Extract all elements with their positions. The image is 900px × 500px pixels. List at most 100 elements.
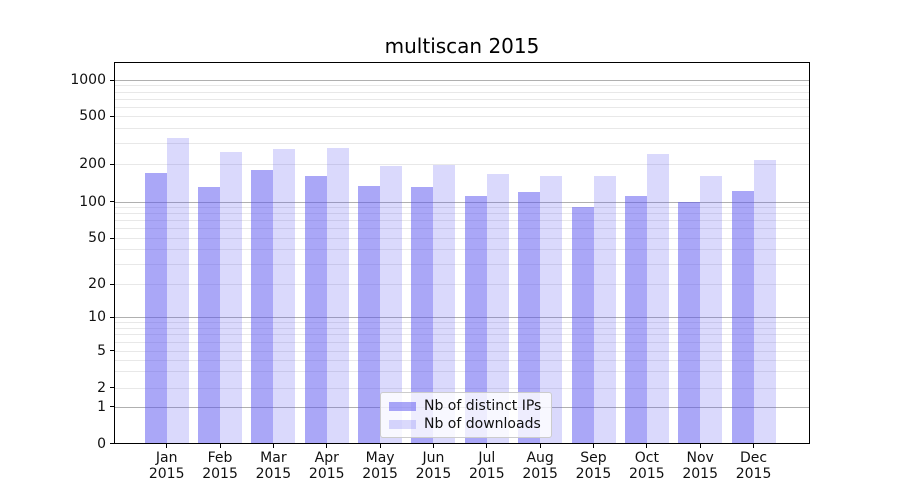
- gridline-minor: [115, 322, 809, 324]
- y-tick-mark: [110, 283, 114, 285]
- x-tick-mark: [219, 444, 221, 448]
- x-tick-month: Nov: [686, 450, 714, 466]
- x-tick-mark: [486, 444, 488, 448]
- y-tick-label: 500: [79, 108, 106, 124]
- x-tick-mark: [539, 444, 541, 448]
- bar-distinct-ips-apr: [304, 176, 327, 443]
- bar-distinct-ips-jun: [411, 186, 434, 443]
- x-tick-year: 2015: [362, 466, 398, 482]
- bar-downloads-may: [380, 166, 403, 443]
- gridline-minor: [115, 328, 809, 330]
- gridline-minor: [115, 213, 809, 215]
- bar-distinct-ips-mar: [251, 170, 274, 443]
- x-tick-year: 2015: [255, 466, 292, 482]
- y-tick-label: 10: [88, 309, 106, 326]
- bar-downloads-apr: [326, 147, 349, 443]
- bar-downloads-jul: [486, 174, 509, 443]
- gridline-minor: [115, 228, 809, 230]
- y-tick-mark: [110, 350, 114, 352]
- x-tick-mark: [166, 444, 168, 448]
- x-tick-mark: [432, 444, 434, 448]
- y-tick-mark: [110, 316, 114, 318]
- gridline-minor: [115, 334, 809, 336]
- y-tick-mark: [110, 115, 114, 117]
- x-tick-year: 2015: [415, 466, 452, 482]
- x-tick-label-dec: Dec 2015: [722, 450, 786, 482]
- gridline-minor: [115, 350, 809, 352]
- x-tick-month: Mar: [260, 450, 287, 466]
- y-tick-label: 200: [79, 156, 106, 173]
- bar-distinct-ips-may: [358, 185, 381, 443]
- x-tick-label-jun: Jun 2015: [401, 450, 465, 482]
- gridline-minor: [115, 106, 809, 108]
- x-tick-year: 2015: [682, 466, 718, 482]
- bar-distinct-ips-aug: [518, 192, 541, 443]
- x-tick-year: 2015: [575, 466, 612, 482]
- gridline-minor: [115, 98, 809, 100]
- bar-downloads-mar: [273, 148, 296, 443]
- bar-downloads-oct: [646, 153, 669, 443]
- x-tick-mark: [326, 444, 328, 448]
- y-tick-mark: [110, 237, 114, 239]
- bar-downloads-dec: [753, 160, 776, 443]
- legend-swatch-downloads: [389, 419, 416, 429]
- y-tick-mark: [110, 406, 114, 408]
- bar-downloads-nov: [700, 175, 723, 443]
- gridline-minor: [115, 249, 809, 251]
- y-tick-label: 2: [97, 379, 106, 396]
- y-tick-label: 100: [79, 193, 106, 210]
- gridline-major: [115, 201, 809, 203]
- x-tick-label-mar: Mar 2015: [241, 450, 305, 482]
- gridline-minor: [115, 116, 809, 117]
- gridline-minor: [115, 387, 809, 389]
- gridline-minor: [115, 284, 809, 285]
- x-tick-year: 2015: [735, 466, 772, 482]
- x-tick-month: May: [365, 450, 395, 466]
- x-tick-label-nov: Nov 2015: [668, 450, 732, 482]
- x-tick-mark: [646, 444, 648, 448]
- plot-area: [114, 62, 810, 444]
- x-tick-mark: [379, 444, 381, 448]
- x-tick-month: Jun: [422, 450, 445, 466]
- y-tick-label: 1: [97, 398, 106, 415]
- x-tick-year: 2015: [522, 466, 558, 482]
- x-tick-year: 2015: [308, 466, 345, 482]
- bar-downloads-sep: [593, 175, 616, 443]
- x-tick-month: Jul: [478, 450, 496, 466]
- legend: Nb of distinct IPs Nb of downloads: [380, 392, 553, 438]
- x-tick-month: Aug: [526, 450, 554, 466]
- x-tick-year: 2015: [202, 466, 238, 482]
- x-tick-month: Apr: [314, 450, 339, 466]
- gridline-minor: [115, 341, 809, 343]
- gridline-minor: [115, 127, 809, 129]
- y-tick-mark: [110, 163, 114, 165]
- x-tick-label-jan: Jan 2015: [135, 450, 199, 482]
- x-tick-mark: [272, 444, 274, 448]
- bar-downloads-jan: [166, 137, 189, 443]
- x-tick-month: Jan: [155, 450, 178, 466]
- x-tick-label-feb: Feb 2015: [188, 450, 252, 482]
- gridline-minor: [115, 85, 809, 87]
- legend-item: Nb of distinct IPs: [389, 398, 541, 414]
- legend-label: Nb of distinct IPs: [424, 398, 542, 414]
- gridline-minor: [115, 263, 809, 265]
- bar-downloads-aug: [540, 175, 563, 443]
- legend-item: Nb of downloads: [389, 416, 541, 432]
- gridline-major: [115, 80, 809, 81]
- x-tick-month: Oct: [634, 450, 659, 466]
- y-tick-mark: [110, 387, 114, 389]
- x-tick-month: Feb: [207, 450, 233, 466]
- bar-downloads-jun: [433, 164, 456, 443]
- x-tick-month: Dec: [740, 450, 768, 466]
- bar-distinct-ips-oct: [624, 195, 647, 443]
- gridline-minor: [115, 207, 809, 209]
- bar-distinct-ips-sep: [571, 207, 594, 443]
- bar-distinct-ips-feb: [198, 186, 221, 443]
- x-tick-mark: [753, 444, 755, 448]
- legend-label: Nb of downloads: [424, 416, 541, 432]
- y-tick-label: 1000: [70, 72, 106, 88]
- x-tick-mark: [699, 444, 701, 448]
- gridline-minor: [115, 371, 809, 373]
- x-tick-label-may: May 2015: [348, 450, 412, 482]
